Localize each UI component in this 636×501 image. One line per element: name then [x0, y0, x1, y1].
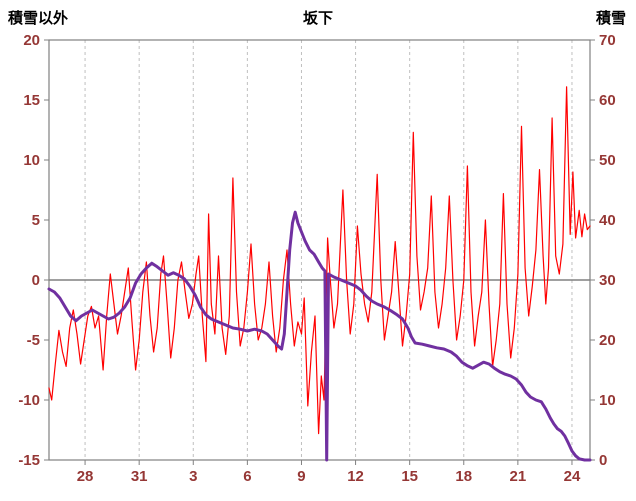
svg-text:24: 24: [564, 468, 581, 485]
svg-text:15: 15: [23, 92, 40, 109]
chart-title: 坂下: [302, 10, 333, 27]
svg-text:-15: -15: [18, 452, 40, 469]
left-axis-title: 積雪以外: [8, 10, 69, 27]
svg-text:0: 0: [32, 272, 40, 289]
svg-text:40: 40: [599, 212, 616, 229]
svg-text:20: 20: [23, 32, 40, 49]
svg-text:21: 21: [510, 468, 527, 485]
svg-text:15: 15: [401, 468, 418, 485]
svg-text:5: 5: [32, 212, 40, 229]
svg-text:20: 20: [599, 332, 616, 349]
svg-text:70: 70: [599, 32, 616, 49]
svg-text:30: 30: [599, 272, 616, 289]
svg-text:28: 28: [77, 468, 94, 485]
svg-text:0: 0: [599, 452, 607, 469]
right-axis-title: 積雪: [595, 10, 626, 27]
svg-text:60: 60: [599, 92, 616, 109]
svg-text:50: 50: [599, 152, 616, 169]
svg-text:12: 12: [347, 468, 364, 485]
svg-text:31: 31: [131, 468, 148, 485]
svg-text:10: 10: [599, 392, 616, 409]
svg-text:6: 6: [243, 468, 251, 485]
svg-text:-10: -10: [18, 392, 40, 409]
svg-text:10: 10: [23, 152, 40, 169]
svg-text:9: 9: [297, 468, 305, 485]
svg-text:3: 3: [189, 468, 197, 485]
svg-text:-5: -5: [27, 332, 40, 349]
svg-text:18: 18: [455, 468, 472, 485]
